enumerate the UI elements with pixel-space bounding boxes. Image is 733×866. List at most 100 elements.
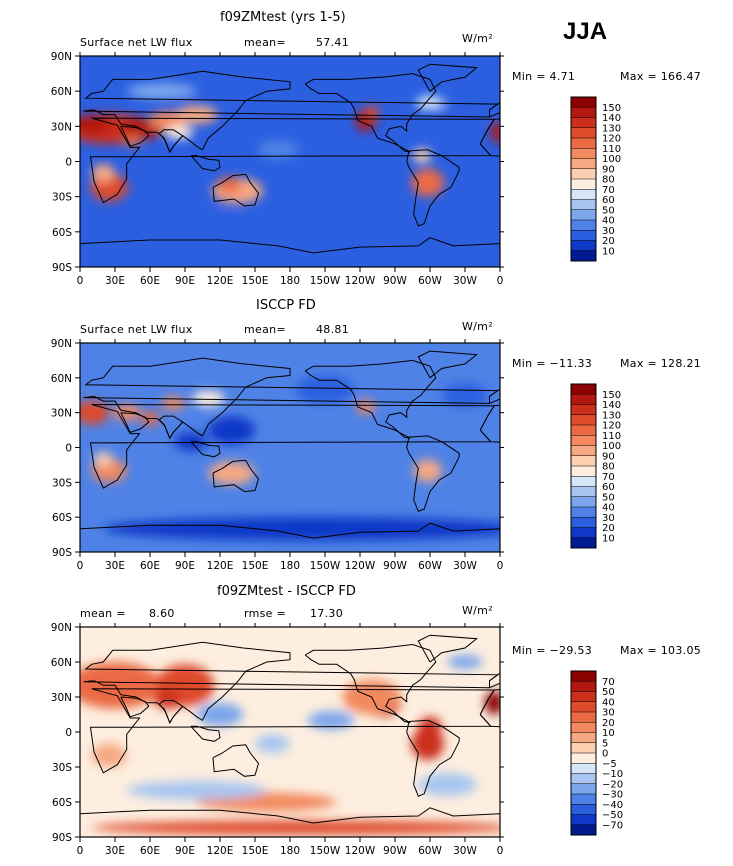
coastline-north-america — [304, 359, 437, 439]
x-tick-label: 60W — [418, 275, 442, 287]
x-tick-label: 150E — [242, 560, 269, 572]
coastline-antarctica — [80, 807, 500, 837]
panel3-mean-label: mean = — [80, 607, 126, 620]
x-tick-label: 30W — [453, 275, 477, 287]
field-blob — [196, 702, 244, 727]
y-tick-label: 60N — [51, 373, 72, 385]
colorbar-swatch — [571, 189, 596, 200]
x-tick-label: 180 — [280, 275, 300, 287]
field-blob — [444, 100, 486, 124]
panel1-min: Min = 4.71 — [512, 70, 576, 83]
colorbar-label: 40 — [602, 697, 615, 708]
y-tick-label: 30S — [52, 192, 72, 204]
colorbar-swatch — [571, 250, 596, 262]
colorbar-label: 20 — [602, 718, 615, 729]
colorbar-label: −10 — [602, 769, 623, 780]
coastline-eurasia-wrap — [489, 672, 500, 689]
x-tick-label: 180 — [280, 845, 300, 857]
field-blob — [91, 820, 500, 835]
colorbar-label: 50 — [602, 205, 615, 216]
colorbar-swatch — [571, 158, 596, 170]
x-tick-label: 0 — [77, 845, 84, 857]
colorbar-swatch — [571, 783, 596, 795]
x-tick-label: 150W — [310, 845, 341, 857]
colorbar-swatch — [571, 466, 596, 477]
colorbar-label: 140 — [602, 400, 621, 411]
map-field — [80, 63, 500, 267]
coastline-arabia — [120, 125, 150, 147]
colorbar-label: 30 — [602, 513, 615, 524]
colorbar-swatch — [571, 97, 596, 108]
y-tick-label: 0 — [65, 157, 72, 169]
coastline-antarctica — [80, 237, 500, 267]
field-blob — [150, 210, 244, 230]
colorbar-label: 30 — [602, 708, 615, 719]
field-blob — [356, 399, 376, 414]
x-tick-label: 90W — [383, 845, 407, 857]
field-blob — [91, 163, 116, 183]
panel1-left-label: Surface net LW flux — [80, 36, 193, 49]
coastline-greenland — [417, 63, 479, 92]
coastline-antarctica — [80, 522, 500, 552]
colorbar-swatch — [571, 804, 596, 815]
colorbar-swatch — [571, 753, 596, 764]
coastline-africa — [89, 688, 496, 774]
colorbar-label: 130 — [602, 123, 621, 134]
y-tick-label: 60S — [52, 797, 72, 809]
y-tick-label: 90N — [51, 338, 72, 350]
coastline-australia — [212, 459, 260, 493]
x-tick-label: 60E — [140, 275, 160, 287]
field-blob — [413, 459, 442, 483]
field-blob — [255, 734, 290, 754]
x-tick-label: 30E — [105, 275, 125, 287]
coastline-eurasia — [83, 70, 500, 154]
coastline-se-asia-islands — [190, 725, 221, 742]
field-blob — [175, 105, 218, 124]
colorbar-swatch — [571, 496, 596, 508]
panel1-units: W/m² — [462, 32, 493, 45]
x-tick-label: 90W — [383, 275, 407, 287]
colorbar-swatch — [571, 220, 596, 231]
map-field — [80, 634, 500, 837]
y-tick-label: 30S — [52, 762, 72, 774]
y-tick-label: 90S — [52, 547, 72, 559]
field-blob — [411, 727, 444, 761]
x-tick-label: 30E — [105, 560, 125, 572]
field-blob — [161, 396, 185, 411]
y-tick-label: 0 — [65, 727, 72, 739]
colorbar-label: 10 — [602, 728, 615, 739]
field-blob — [126, 781, 267, 800]
colorbar-swatch — [571, 199, 596, 211]
colorbar-label: 80 — [602, 175, 615, 186]
y-tick-label: 30N — [51, 692, 72, 704]
colorbar-swatch — [571, 425, 596, 436]
field-blob — [217, 176, 241, 194]
colorbar-swatch — [571, 722, 596, 733]
field-blob — [91, 743, 127, 767]
field-blob — [208, 416, 256, 445]
colorbar-swatch — [571, 445, 596, 457]
coastline-arabia — [120, 412, 150, 434]
x-tick-label: 0 — [497, 275, 504, 287]
field-blob — [490, 121, 500, 143]
colorbar-swatch — [571, 209, 596, 221]
panel2-left-label: Surface net LW flux — [80, 323, 193, 336]
colorbar-label: 130 — [602, 410, 621, 421]
colorbar-swatch — [571, 691, 596, 703]
coastline-eurasia — [83, 641, 500, 724]
colorbar-label: 50 — [602, 687, 615, 698]
colorbar-swatch — [571, 476, 596, 487]
colorbar-swatch — [571, 814, 596, 826]
x-tick-label: 90E — [175, 845, 195, 857]
panel1-max: Max = 166.47 — [620, 70, 702, 83]
field-blob — [295, 375, 355, 404]
x-tick-label: 150W — [310, 560, 341, 572]
colorbar-swatch — [571, 404, 596, 416]
coastline-greenland — [417, 350, 479, 379]
x-tick-label: 60E — [140, 560, 160, 572]
colorbar-swatch — [571, 773, 596, 785]
colorbar-swatch — [571, 712, 596, 723]
coastline-greenland — [417, 634, 479, 663]
